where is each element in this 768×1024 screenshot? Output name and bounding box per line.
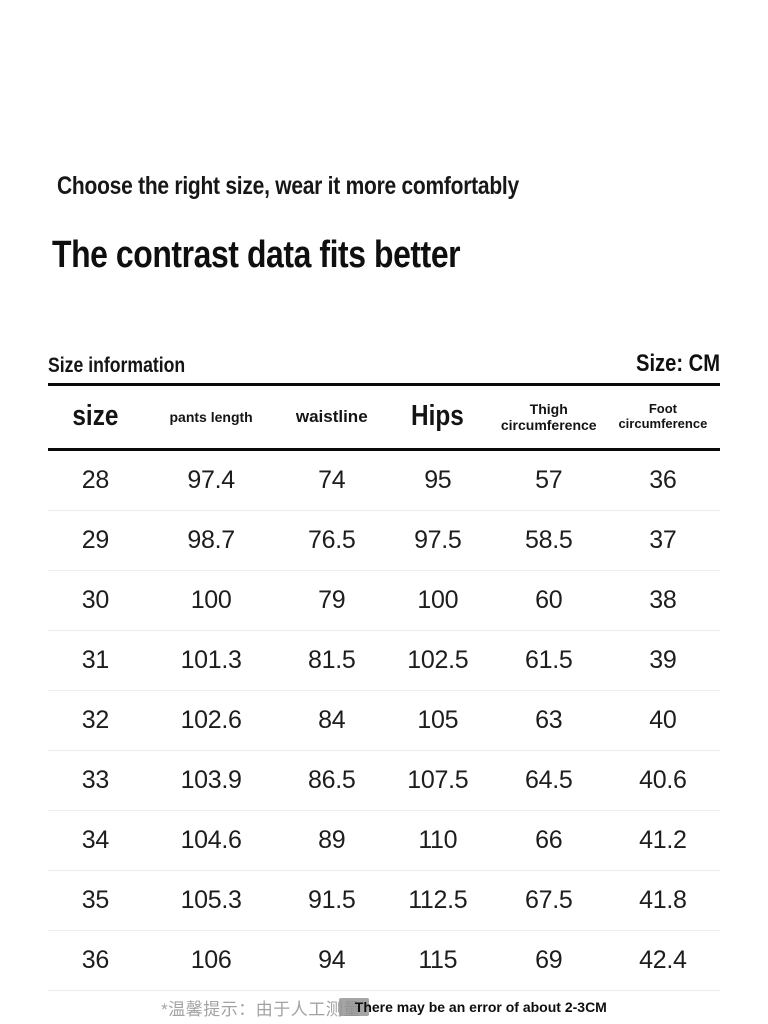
page-subtitle: Choose the right size, wear it more comf… [57, 172, 607, 201]
table-cell: 115 [383, 930, 492, 991]
table-cell: 103.9 [142, 750, 280, 811]
size-table-body: 28 97.4 74 95 57 36 29 98.7 76.5 97.5 58.5 37 30 100 7… [48, 449, 720, 991]
table-cell: 29 [48, 510, 143, 571]
footnote: *温馨提示：由于人工测量 There may be an error of ab… [0, 996, 768, 1019]
table-cell: 35 [48, 870, 143, 931]
table-cell: 105 [383, 690, 492, 751]
watermark-smudge [338, 998, 369, 1016]
table-cell: 32 [48, 690, 143, 751]
page-subtitle-text: Choose the right size, wear it more comf… [57, 172, 519, 200]
header-cell-foot-circumference: Foot circumference [618, 401, 708, 431]
table-cell: 84 [279, 690, 384, 751]
table-row: 29 98.7 76.5 97.5 58.5 37 [48, 510, 720, 571]
header-cell-thigh-circumference: Thigh circumference [500, 400, 597, 433]
table-cell: 37 [605, 510, 720, 571]
table-cell: 63 [491, 690, 606, 751]
table-header-row: size pants length waistline Hips Thigh c… [48, 384, 720, 450]
table-cell: 41.8 [605, 870, 720, 931]
table-cell: 30 [48, 570, 143, 631]
table-row: 36 106 94 115 69 42.4 [48, 930, 720, 991]
table-cell: 95 [383, 449, 492, 511]
table-cell: 102.5 [383, 630, 492, 691]
size-table-head: size pants length waistline Hips Thigh c… [48, 384, 720, 450]
header-cell-hips: Hips [411, 400, 465, 433]
table-cell: 64.5 [491, 750, 606, 811]
table-row: 32 102.6 84 105 63 40 [48, 690, 720, 751]
page-title-text: The contrast data fits better [52, 234, 461, 276]
table-row: 34 104.6 89 110 66 41.2 [48, 810, 720, 871]
table-cell: 97.4 [142, 449, 280, 511]
table-cell: 112.5 [383, 870, 492, 931]
table-cell: 79 [279, 570, 384, 631]
table-cell: 107.5 [383, 750, 492, 811]
table-cell: 100 [383, 570, 492, 631]
table-cell: 94 [279, 930, 384, 991]
table-cell: 58.5 [491, 510, 606, 571]
table-cell: 97.5 [383, 510, 492, 571]
table-cell: 57 [491, 449, 606, 511]
table-cell: 67.5 [491, 870, 606, 931]
page-title: The contrast data fits better [52, 234, 538, 277]
table-cell: 40 [605, 690, 720, 751]
table-cell: 100 [142, 570, 280, 631]
table-cell: 102.6 [142, 690, 280, 751]
table-row: 33 103.9 86.5 107.5 64.5 40.6 [48, 750, 720, 811]
table-cell: 33 [48, 750, 143, 811]
footnote-cn-text: *温馨提示：由于人工测量 [161, 999, 361, 1019]
table-cell: 60 [491, 570, 606, 631]
table-cell: 34 [48, 810, 143, 871]
header-cell-pants-length: pants length [169, 408, 253, 425]
table-cell: 40.6 [605, 750, 720, 811]
header-cell-size: size [72, 400, 119, 433]
table-cell: 110 [383, 810, 492, 871]
table-row: 28 97.4 74 95 57 36 [48, 449, 720, 511]
size-unit-label: Size: CM [635, 350, 720, 377]
table-cell: 28 [48, 449, 143, 511]
table-cell: 31 [48, 630, 143, 691]
table-cell: 39 [605, 630, 720, 691]
table-cell: 91.5 [279, 870, 384, 931]
table-cell: 74 [279, 449, 384, 511]
table-cell: 81.5 [279, 630, 384, 691]
table-cell: 106 [142, 930, 280, 991]
table-row: 31 101.3 81.5 102.5 61.5 39 [48, 630, 720, 691]
table-row: 35 105.3 91.5 112.5 67.5 41.8 [48, 870, 720, 931]
table-cell: 36 [605, 449, 720, 511]
table-cell: 66 [491, 810, 606, 871]
table-cell: 76.5 [279, 510, 384, 571]
footnote-en-text: There may be an error of about 2-3CM [354, 999, 607, 1015]
table-cell: 86.5 [279, 750, 384, 811]
table-cell: 98.7 [142, 510, 280, 571]
table-cell: 41.2 [605, 810, 720, 871]
table-cell: 42.4 [605, 930, 720, 991]
size-table: size pants length waistline Hips Thigh c… [48, 383, 720, 991]
table-cell: 105.3 [142, 870, 280, 931]
table-cell: 36 [48, 930, 143, 991]
table-cell: 104.6 [142, 810, 280, 871]
size-information-label: Size information [48, 354, 186, 377]
table-cell: 89 [279, 810, 384, 871]
table-cell: 69 [491, 930, 606, 991]
header-cell-waistline: waistline [295, 407, 368, 427]
table-cell: 38 [605, 570, 720, 631]
size-section-header: Size information Size: CM [48, 340, 720, 378]
table-row: 30 100 79 100 60 38 [48, 570, 720, 631]
table-cell: 61.5 [491, 630, 606, 691]
table-cell: 101.3 [142, 630, 280, 691]
